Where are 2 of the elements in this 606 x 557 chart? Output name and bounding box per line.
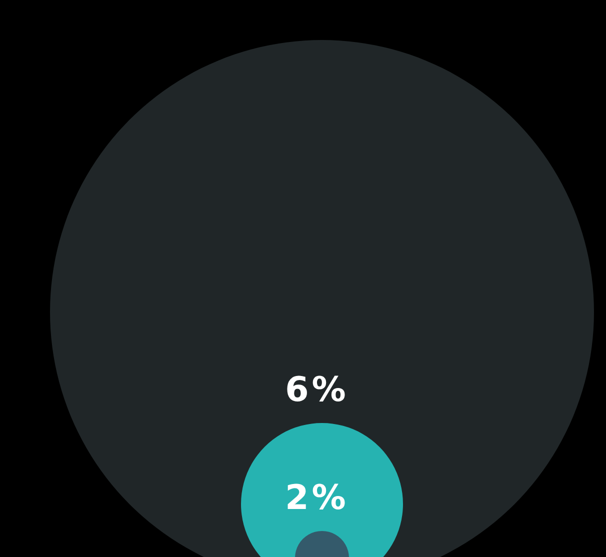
data-label: 6% [285,370,349,410]
data-label: 2% [285,478,349,518]
